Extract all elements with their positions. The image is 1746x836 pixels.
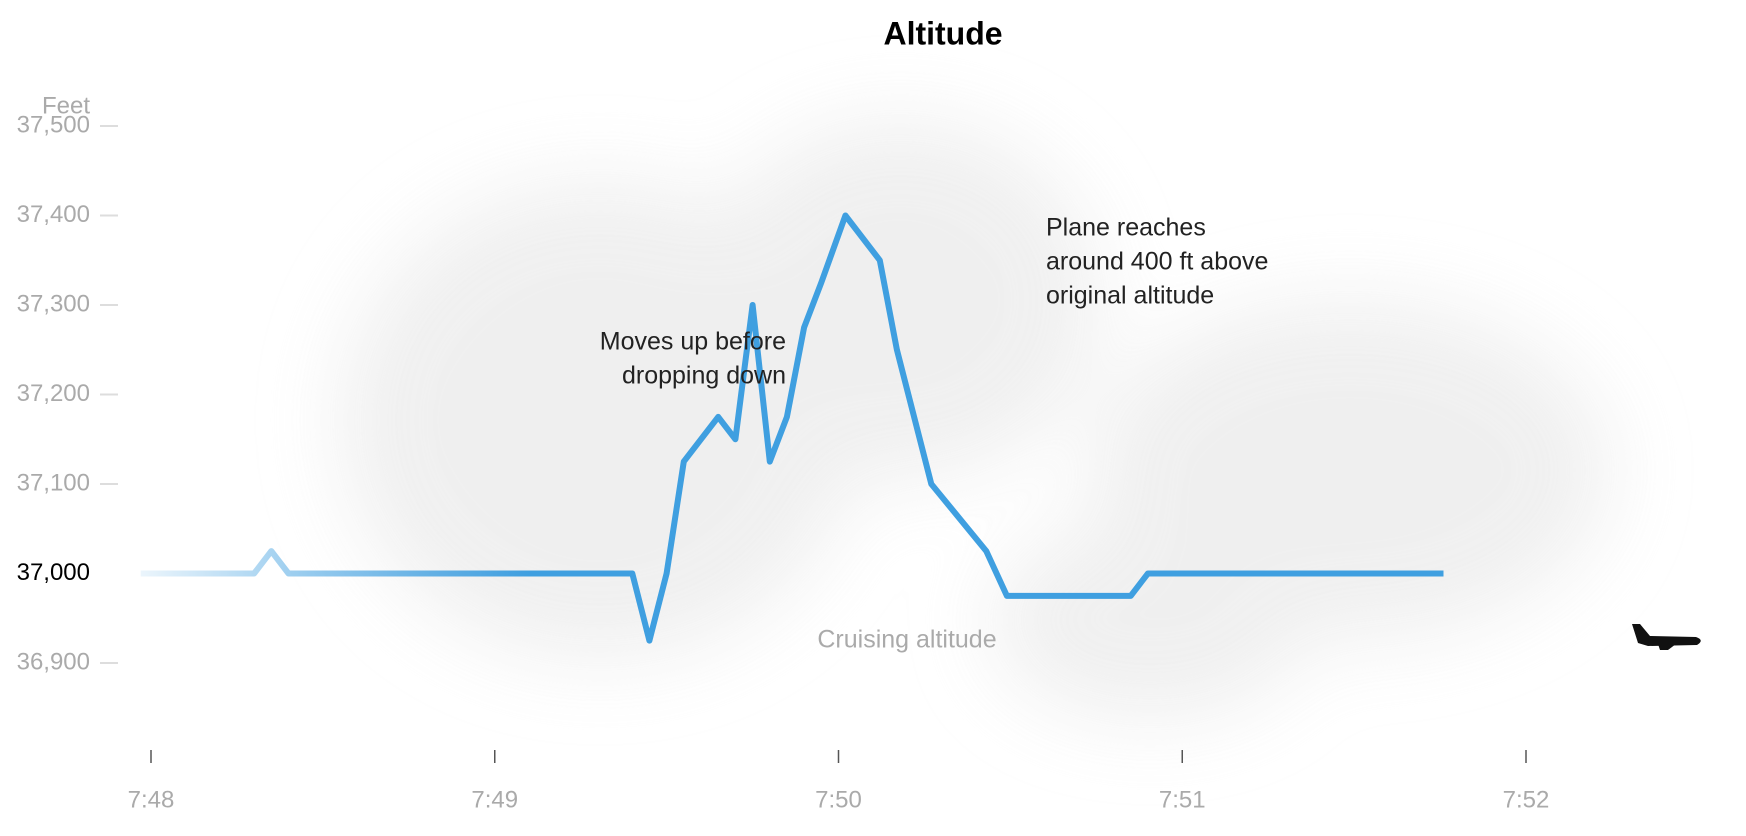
annotation: Cruising altitude	[817, 626, 996, 654]
annotation: around 400 ft above	[1046, 248, 1268, 276]
altitude-line	[140, 212, 1444, 644]
airplane	[1632, 624, 1701, 650]
y-tick-label: 37,300	[17, 290, 90, 317]
y-tick-label: 37,400	[17, 201, 90, 228]
x-tick-label: 7:50	[815, 786, 862, 813]
annotation: Plane reaches	[1046, 214, 1206, 242]
annotation: original altitude	[1046, 282, 1214, 310]
x-tick-label: 7:51	[1159, 786, 1206, 813]
clouds	[340, 120, 1610, 720]
y-tick-label: 37,100	[17, 469, 90, 496]
x-tick-label: 7:49	[471, 786, 518, 813]
y-tick-label: 36,900	[17, 648, 90, 675]
y-tick-label: 37,000	[17, 559, 90, 586]
chart-title: Altitude	[883, 15, 1002, 51]
annotation: Moves up before	[600, 328, 786, 356]
y-axis-label: Feet	[42, 92, 90, 119]
x-tick-label: 7:52	[1503, 786, 1550, 813]
annotation: dropping down	[622, 362, 786, 390]
y-tick-label: 37,500	[17, 111, 90, 138]
x-tick-label: 7:48	[128, 786, 175, 813]
y-tick-label: 37,200	[17, 380, 90, 407]
